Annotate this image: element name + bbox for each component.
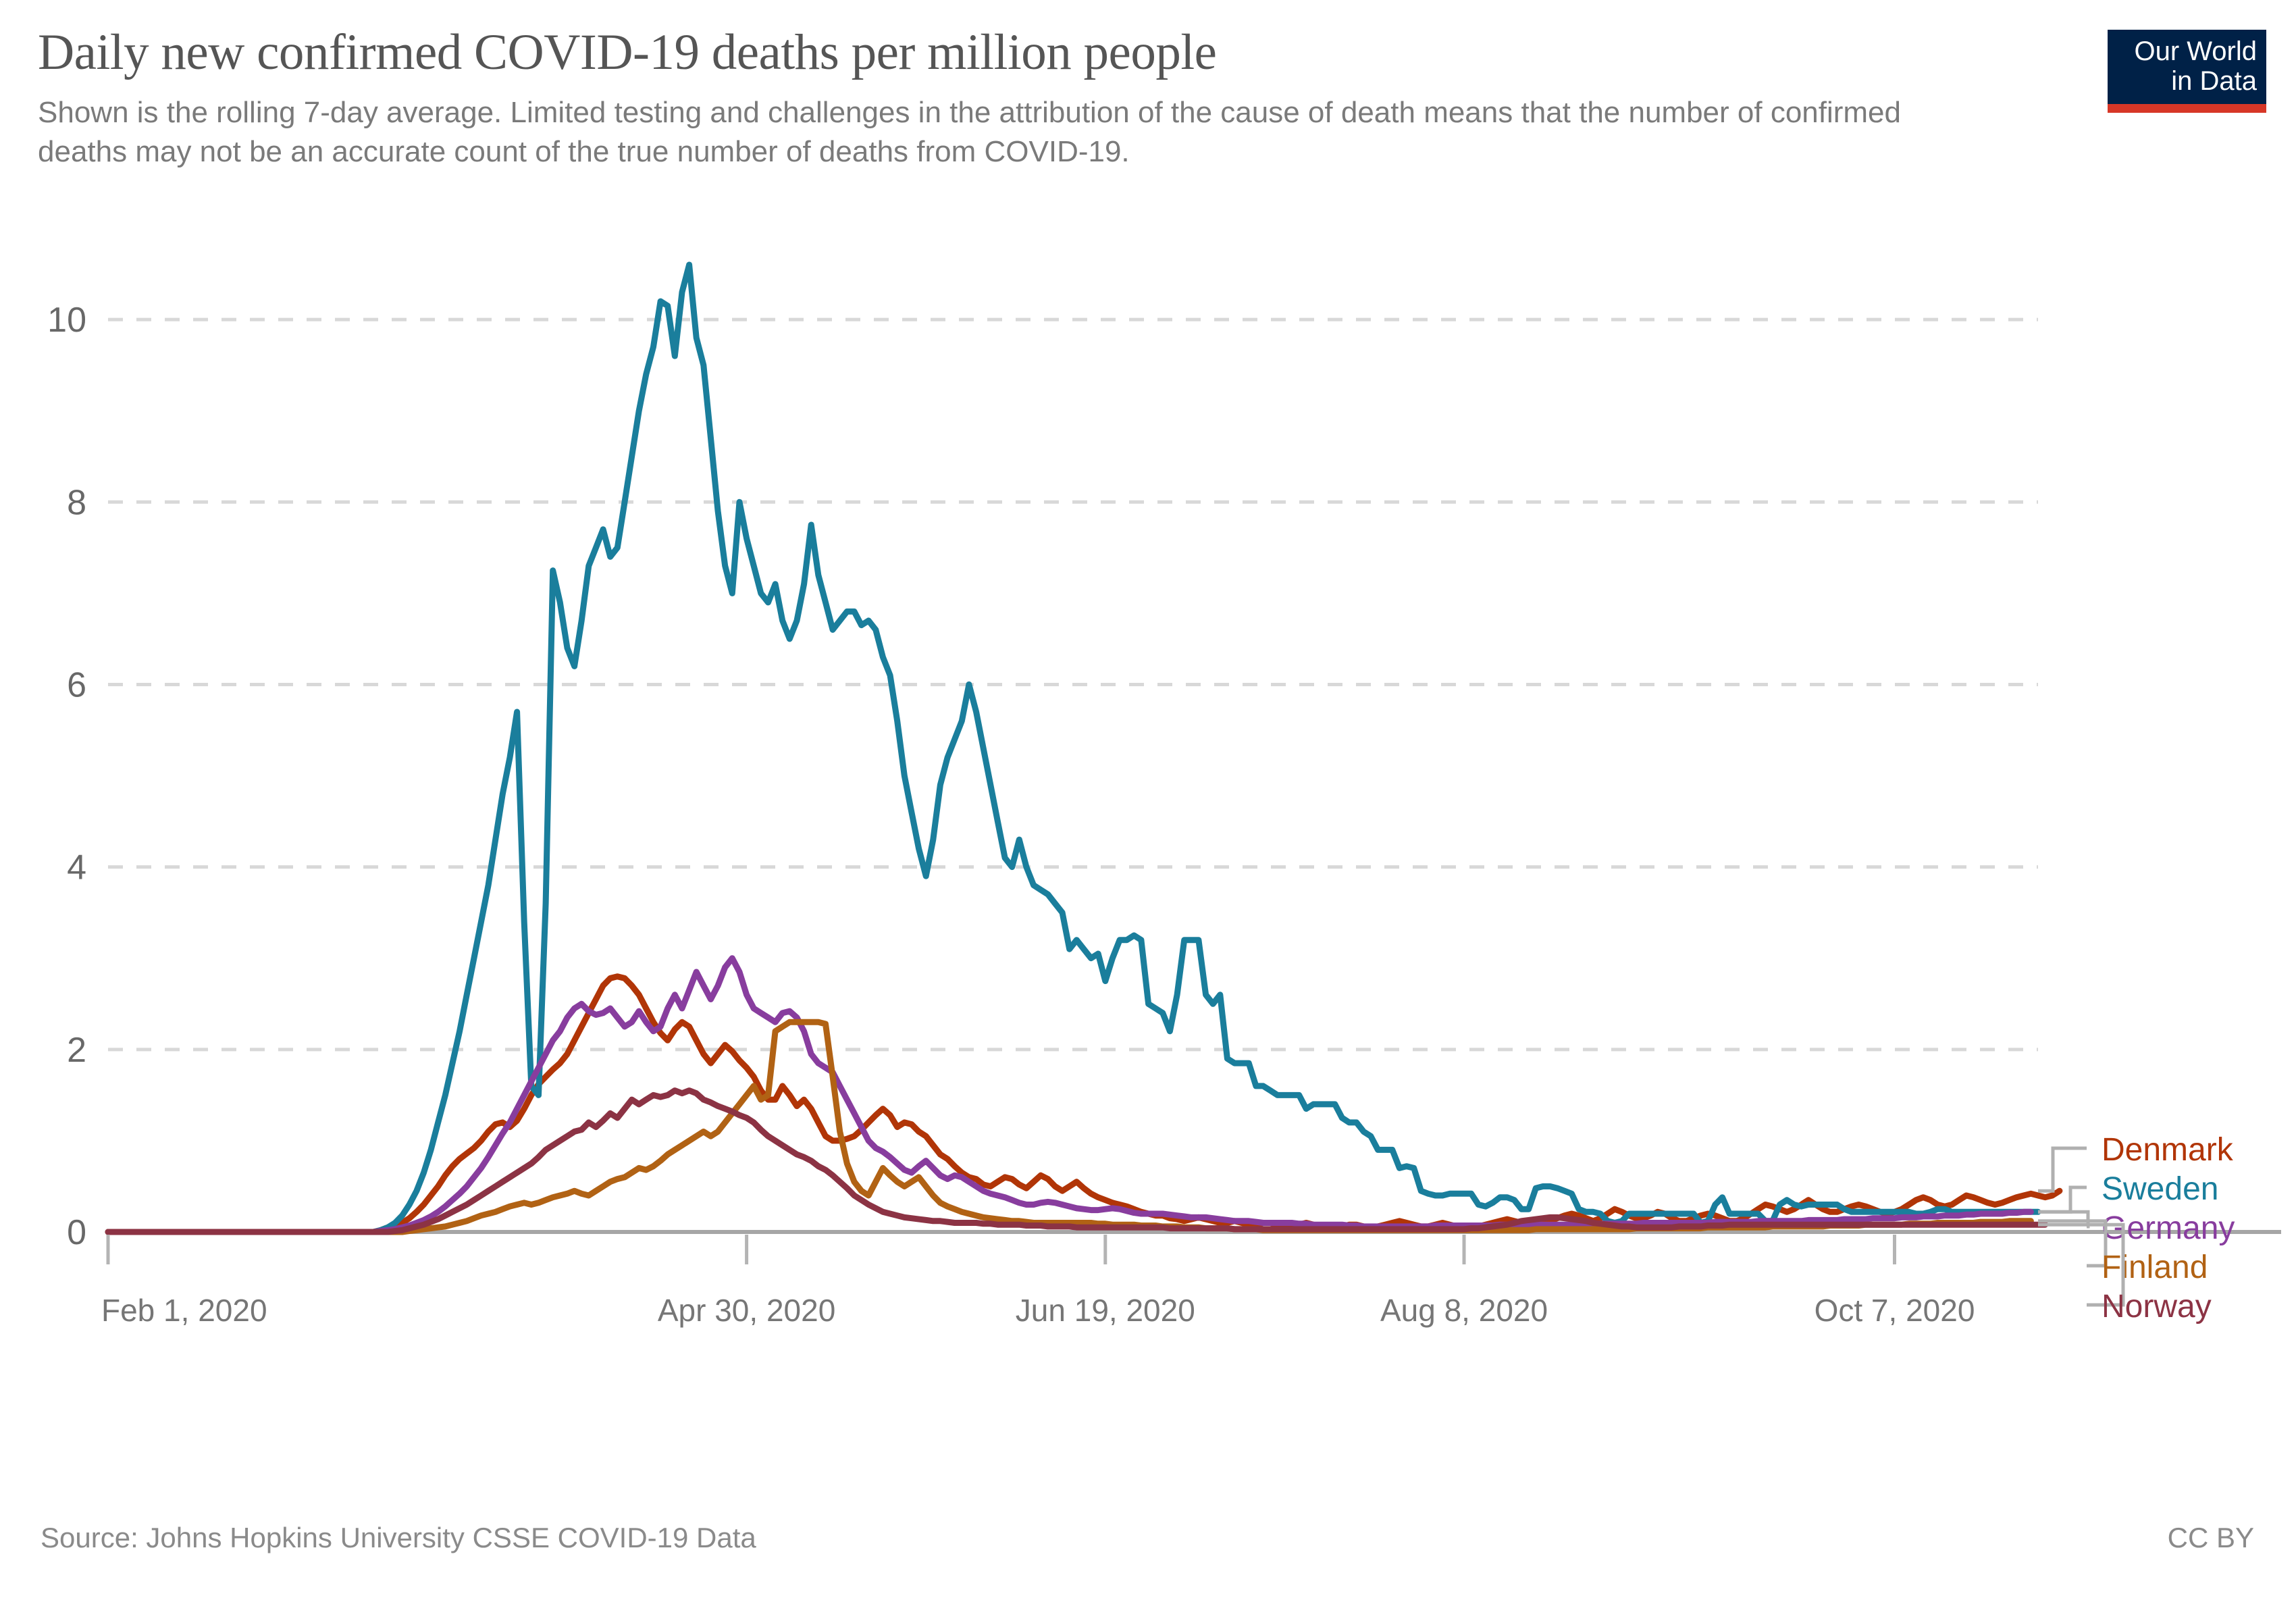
x-axis-tick-label: Aug 8, 2020	[1380, 1293, 1548, 1328]
x-axis-tick-label: Feb 1, 2020	[101, 1293, 267, 1328]
y-axis-tick-label: 2	[67, 1031, 86, 1070]
y-axis-tick-label: 10	[47, 301, 86, 340]
x-axis-tick-label: Apr 30, 2020	[658, 1293, 835, 1328]
y-axis-ticks: 0 2 4 6 8 10	[47, 301, 86, 1252]
legend-label-sweden[interactable]: Sweden	[2102, 1171, 2218, 1207]
x-axis-tick-label: Oct 7, 2020	[1815, 1293, 1975, 1328]
chart-subtitle: Shown is the rolling 7-day average. Limi…	[38, 96, 1902, 168]
our-world-in-data-logo[interactable]: Our World in Data	[2108, 30, 2266, 113]
chart-svg: 0 2 4 6 8 10 Feb 1, 2020 Apr 30, 2020 Jun 19, 2…	[47, 261, 2281, 1328]
y-axis-tick-label: 0	[67, 1213, 86, 1252]
logo-box: Our World in Data	[2108, 30, 2266, 104]
page-title: Daily new confirmed COVID-19 deaths per …	[38, 24, 1217, 80]
series-line-germany[interactable]	[105, 955, 2034, 1235]
series-lines	[105, 261, 2063, 1235]
logo-line-2: in Data	[2171, 66, 2257, 96]
gridlines	[108, 317, 2038, 1052]
legend-label-norway[interactable]: Norway	[2102, 1289, 2212, 1324]
line-chart[interactable]: 0 2 4 6 8 10 Feb 1, 2020 Apr 30, 2020 Jun 19, 2…	[0, 223, 2296, 1459]
logo-line-1: Our World	[2134, 36, 2257, 66]
series-line-norway[interactable]	[105, 1087, 2049, 1235]
y-axis-tick-label: 6	[67, 665, 86, 704]
series-line-sweden[interactable]	[105, 261, 2041, 1235]
series-line-denmark[interactable]	[105, 973, 2063, 1235]
x-axis-tick-label: Jun 19, 2020	[1016, 1293, 1195, 1328]
chart-footer: Source: Johns Hopkins University CSSE CO…	[0, 1518, 2296, 1579]
x-axis-ticks: Feb 1, 2020 Apr 30, 2020 Jun 19, 2020 Aug 8…	[101, 1235, 1975, 1328]
legend-label-denmark[interactable]: Denmark	[2102, 1132, 2234, 1168]
legend-connector-norway	[2038, 1223, 2125, 1307]
legend-connector-germany	[2038, 1210, 2090, 1229]
logo-red-rule	[2108, 104, 2266, 113]
license-note[interactable]: CC BY	[2167, 1522, 2254, 1553]
legend-label-finland[interactable]: Finland	[2102, 1250, 2208, 1285]
y-axis-tick-label: 8	[67, 483, 86, 522]
y-axis-tick-label: 4	[67, 848, 86, 887]
legend-connector-finland	[2038, 1219, 2108, 1268]
chart-header: Daily new confirmed COVID-19 deaths per …	[38, 23, 2037, 172]
source-note: Source: Johns Hopkins University CSSE CO…	[41, 1522, 756, 1553]
series-line-finland[interactable]	[105, 1019, 2034, 1235]
legend-connector-denmark	[2038, 1146, 2087, 1193]
